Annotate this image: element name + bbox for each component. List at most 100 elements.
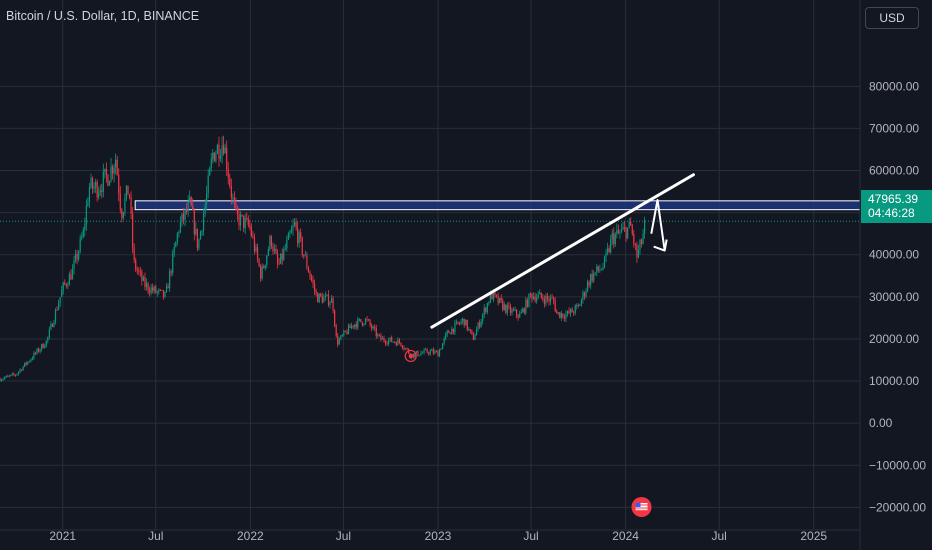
candle-body <box>227 169 229 178</box>
candle-body <box>218 144 220 159</box>
candle-body <box>145 283 148 287</box>
candle-body <box>295 222 297 228</box>
candle-body <box>466 319 468 330</box>
candle-body <box>121 209 123 219</box>
currency-button[interactable]: USD <box>865 7 919 29</box>
candle-body <box>532 296 535 299</box>
candle-body <box>44 346 46 348</box>
candle-body <box>70 274 72 280</box>
candle-body <box>209 167 211 176</box>
candle-body <box>334 310 336 326</box>
candle-body <box>283 249 285 260</box>
candle-body <box>620 229 623 233</box>
candle-body <box>597 266 599 271</box>
candle-body <box>485 307 487 313</box>
candle-body <box>76 254 78 260</box>
candle-body <box>579 305 581 306</box>
candle-body <box>59 297 61 304</box>
candle-body <box>33 352 35 359</box>
candle-body <box>101 190 103 192</box>
candle-body <box>108 181 111 186</box>
candle-body <box>337 335 339 345</box>
candle-body <box>566 311 569 314</box>
time-tick-label: 2025 <box>800 529 827 543</box>
candle-body <box>574 305 576 314</box>
candle-body <box>491 292 493 300</box>
time-tick-label: 2024 <box>612 529 639 543</box>
candle-body <box>47 336 49 341</box>
candle-body <box>446 331 448 335</box>
candle-body <box>132 213 134 248</box>
candle-body <box>307 267 310 273</box>
candle-body <box>613 233 615 245</box>
candle-body <box>394 341 396 343</box>
candle-body <box>226 147 228 170</box>
candle-body <box>540 292 542 298</box>
price-tick-label: 20000.00 <box>869 332 919 346</box>
candle-body <box>323 297 325 303</box>
symbol-title[interactable]: Bitcoin / U.S. Dollar, 1D, BINANCE <box>6 9 200 23</box>
candle-body <box>391 337 393 342</box>
candle-body <box>312 279 314 284</box>
candle-body <box>221 145 223 157</box>
candle-body <box>82 229 84 238</box>
candle-body <box>178 231 180 234</box>
candle-body <box>135 259 137 270</box>
candle-body <box>37 348 40 352</box>
candle-body <box>537 294 539 298</box>
candle-body <box>417 351 419 356</box>
candle-body <box>207 175 209 194</box>
candle-body <box>607 248 609 253</box>
candle-body <box>545 295 547 304</box>
candle-body <box>429 350 431 354</box>
last-price-label: 47965.39 04:46:28 <box>861 190 932 223</box>
candle-body <box>539 292 541 295</box>
candle-body <box>297 227 299 244</box>
candle-body <box>98 192 100 198</box>
candle-body <box>377 334 379 337</box>
candle-body <box>198 239 200 249</box>
candle-body <box>375 328 377 337</box>
candle-body <box>206 193 208 205</box>
candle-body <box>24 362 26 367</box>
candle-body <box>557 312 559 314</box>
candle-body <box>631 225 633 234</box>
candle-body <box>340 335 342 340</box>
candle-body <box>13 373 15 375</box>
candle-body <box>404 348 407 350</box>
time-tick-label: 2022 <box>237 529 264 543</box>
candle-body <box>91 177 94 189</box>
candle-body <box>192 205 194 210</box>
candle-body <box>554 300 556 311</box>
candle-body <box>428 352 430 354</box>
candle-body <box>351 325 353 328</box>
trendline <box>430 173 695 329</box>
candle-body <box>162 290 165 297</box>
candle-body <box>266 255 268 265</box>
candle-body <box>64 282 66 285</box>
candle-body <box>349 325 351 328</box>
candle-body <box>130 197 132 214</box>
candle-body <box>301 237 303 255</box>
candle-body <box>483 307 485 315</box>
candle-body <box>482 314 484 322</box>
candle-body <box>36 348 38 354</box>
candle-body <box>246 218 248 220</box>
candle-body <box>630 221 632 226</box>
candle-body <box>309 272 311 277</box>
candle-body <box>577 305 579 307</box>
candle-body <box>583 292 586 297</box>
candle-body <box>355 324 357 328</box>
candle-body <box>569 308 572 314</box>
candle-body <box>590 274 592 286</box>
time-tick-label: Jul <box>148 529 163 543</box>
candle-body <box>273 248 276 252</box>
candle-body <box>278 263 280 265</box>
candle-body <box>105 168 108 175</box>
candle-body <box>298 232 300 244</box>
candle-body <box>474 335 476 340</box>
candle-body <box>565 313 567 319</box>
candle-body <box>454 322 456 333</box>
candle-body <box>529 293 532 295</box>
